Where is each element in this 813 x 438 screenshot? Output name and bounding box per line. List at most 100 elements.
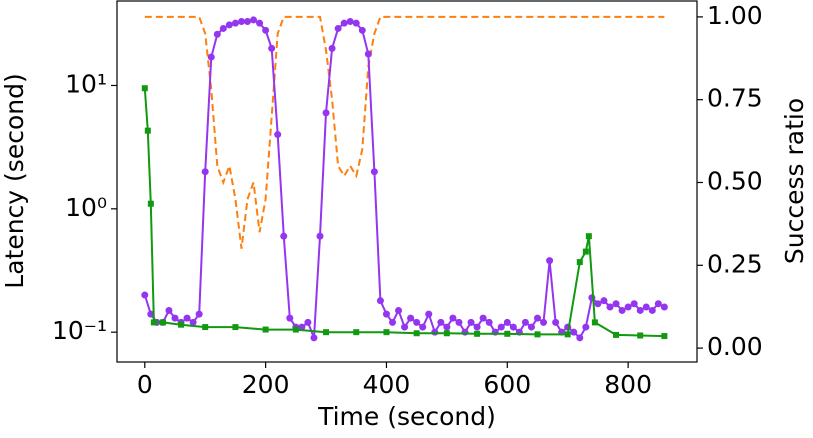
point xyxy=(660,303,668,311)
y2-tick-label: 0.50 xyxy=(707,166,763,195)
point xyxy=(201,168,209,176)
point xyxy=(353,329,360,336)
point xyxy=(449,314,457,322)
point xyxy=(383,329,390,336)
y-tick-label: 10¹ xyxy=(65,69,107,98)
point xyxy=(479,314,487,322)
point xyxy=(178,321,185,328)
point xyxy=(648,306,656,314)
point xyxy=(636,306,644,314)
point xyxy=(527,323,535,331)
point xyxy=(654,300,662,308)
y-axis-label: Latency (second) xyxy=(0,73,29,288)
point xyxy=(262,26,270,34)
y2-tick-label: 0.25 xyxy=(707,249,763,278)
point xyxy=(150,319,157,326)
point xyxy=(661,333,668,340)
point xyxy=(618,306,626,314)
point xyxy=(231,19,239,27)
point xyxy=(310,334,318,342)
y-tick-label: 10⁻¹ xyxy=(52,316,107,345)
point xyxy=(606,303,614,311)
x-tick-label: 200 xyxy=(242,370,290,399)
point xyxy=(340,19,348,27)
point xyxy=(594,300,602,308)
point xyxy=(467,318,475,326)
point xyxy=(425,310,433,318)
point xyxy=(292,326,299,333)
point xyxy=(364,50,372,58)
point xyxy=(540,318,548,326)
plot-frame xyxy=(116,0,698,363)
point xyxy=(165,306,173,314)
point xyxy=(316,232,324,240)
x-tick-label: 0 xyxy=(137,370,153,399)
point xyxy=(407,314,415,322)
point xyxy=(189,318,197,326)
point xyxy=(298,323,306,331)
point xyxy=(443,330,450,337)
point xyxy=(286,314,294,322)
point xyxy=(280,232,288,240)
point xyxy=(431,328,439,336)
point xyxy=(141,85,148,92)
point xyxy=(473,323,481,331)
x-tick-label: 400 xyxy=(363,370,411,399)
point xyxy=(244,18,251,26)
point xyxy=(613,331,620,338)
point xyxy=(376,297,384,305)
point xyxy=(521,318,529,326)
point xyxy=(274,131,282,139)
point xyxy=(600,297,608,305)
point xyxy=(352,19,360,27)
point xyxy=(552,318,560,326)
point xyxy=(219,24,227,32)
point xyxy=(642,303,650,311)
series-line xyxy=(144,15,665,249)
point xyxy=(322,109,330,117)
point xyxy=(630,300,638,308)
point xyxy=(637,332,644,339)
point xyxy=(437,318,445,326)
point xyxy=(232,324,239,331)
point xyxy=(346,18,354,26)
y2-axis-label: Success ratio xyxy=(780,98,809,264)
point xyxy=(159,319,166,326)
point xyxy=(443,323,451,331)
point xyxy=(624,303,632,311)
point xyxy=(268,44,276,52)
point xyxy=(147,200,154,207)
point xyxy=(256,19,264,27)
point xyxy=(497,323,505,331)
point xyxy=(503,318,511,326)
point xyxy=(304,318,312,326)
y2-tick-label: 0.75 xyxy=(707,84,763,113)
point xyxy=(455,318,463,326)
point xyxy=(582,323,590,331)
y-tick-label: 10⁰ xyxy=(65,193,107,222)
point xyxy=(509,323,517,331)
y2-tick-label: 0.00 xyxy=(707,332,763,361)
series-line xyxy=(143,18,665,340)
point xyxy=(485,318,493,326)
point xyxy=(370,168,378,176)
point xyxy=(213,30,221,38)
x-tick-label: 800 xyxy=(604,370,652,399)
point xyxy=(237,18,245,26)
point xyxy=(564,331,571,338)
point xyxy=(534,314,541,322)
point xyxy=(225,21,233,29)
point xyxy=(382,310,390,318)
point xyxy=(207,53,215,61)
point xyxy=(534,331,541,338)
point xyxy=(334,24,342,32)
point xyxy=(413,330,420,337)
series-line xyxy=(143,88,665,338)
point xyxy=(504,330,511,337)
point xyxy=(395,306,403,314)
point xyxy=(323,329,330,336)
point xyxy=(576,259,583,266)
point xyxy=(585,233,592,240)
point xyxy=(141,291,149,299)
